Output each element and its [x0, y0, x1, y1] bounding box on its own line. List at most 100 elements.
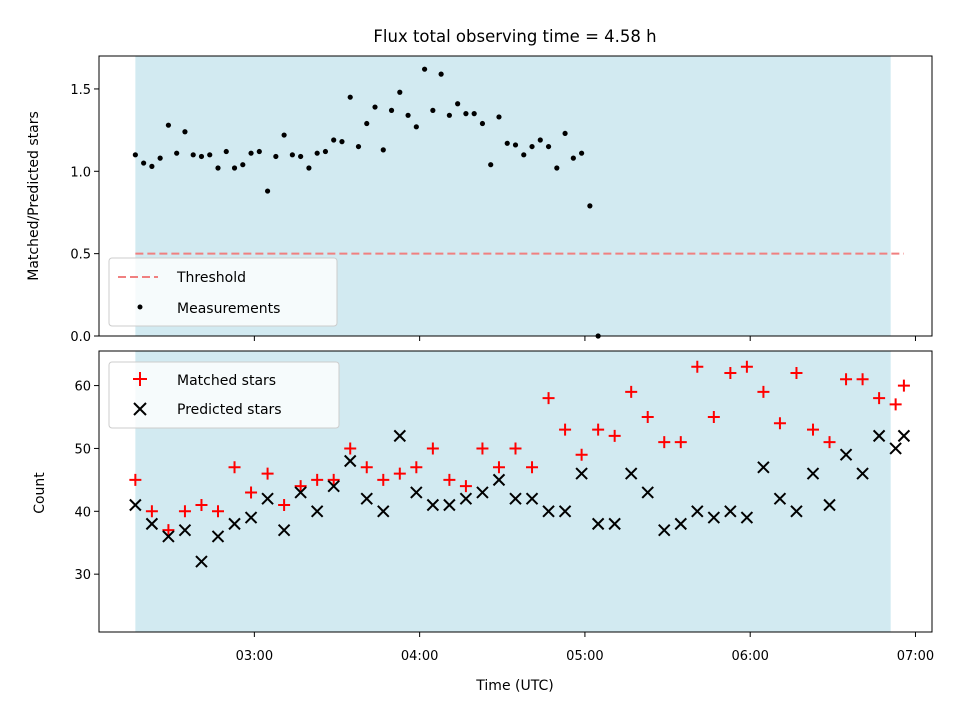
measurement-point [529, 143, 535, 150]
predicted-star-point [393, 429, 407, 443]
predicted-star-point [575, 467, 588, 480]
matched-star-point [724, 367, 737, 380]
matched-star-point [575, 448, 588, 461]
top-plot-frame [98, 55, 933, 337]
measurement-point [446, 112, 452, 118]
matched-star-point [228, 461, 241, 474]
top-y-axis: 0.0 0.5 1.0 1.5 [70, 83, 99, 345]
matched-star-point [278, 499, 291, 512]
measurement-point [587, 203, 593, 209]
predicted-star-point [145, 517, 159, 531]
predicted-star-point [244, 511, 258, 524]
predicted-star-point [377, 505, 390, 518]
measurement-point [223, 148, 229, 155]
measurement-point [537, 137, 543, 143]
matched-star-point [443, 473, 456, 486]
matched-star-point [559, 423, 572, 436]
measurement-point [421, 66, 428, 72]
x-tick-label: 04:00 [401, 649, 438, 664]
measurement-point [273, 153, 279, 160]
predicted-star-point [129, 498, 142, 512]
measurement-point [521, 152, 527, 158]
matched-star-point [674, 436, 687, 449]
predicted-star-point [790, 505, 803, 518]
predicted-star-point [897, 429, 911, 443]
measurement-point [554, 165, 560, 171]
measurements-points [132, 66, 601, 339]
matched-star-point [426, 442, 439, 455]
matched-star-point [360, 461, 373, 474]
top-legend-box [108, 257, 338, 327]
matched-star-point [840, 373, 853, 386]
predicted-star-point [476, 486, 489, 499]
predicted-star-point [228, 517, 241, 531]
predicted-star-point [410, 486, 423, 499]
matched-star-point [377, 473, 390, 486]
measurement-point [471, 111, 477, 117]
matched-star-point [790, 367, 803, 380]
top-panel: 0.0 0.5 1.0 1.5 Matched/Predicted stars Thr… [26, 55, 933, 345]
matched-star-point [311, 473, 324, 486]
x-tick-label: 06:00 [731, 649, 768, 664]
matched-star-point [162, 524, 175, 537]
predicted-star-point [542, 505, 555, 518]
matched-star-point [393, 467, 406, 480]
matched-star-point [641, 411, 654, 424]
matched-star-point [476, 442, 489, 455]
matched-star-point [526, 461, 539, 474]
x-tick-label: 03:00 [236, 649, 273, 664]
predicted-star-point [757, 461, 770, 474]
top-y-axis-label: Matched/Predicted stars [26, 111, 42, 281]
measurement-point [256, 148, 262, 155]
chart-title: Flux total observing time = 4.58 h [373, 27, 656, 46]
bottom-y-tick-label: 50 [74, 442, 91, 457]
legend-predicted-label: Predicted stars [177, 402, 282, 418]
top-y-tick-label: 1.5 [70, 83, 91, 98]
measurement-point [488, 162, 494, 168]
matched-star-point [294, 480, 307, 493]
count-points [129, 360, 911, 568]
matched-star-point [740, 360, 753, 373]
matched-star-point [145, 505, 158, 518]
top-y-tick-label: 1.0 [70, 165, 91, 180]
bottom-y-tick-label: 30 [74, 568, 91, 583]
measurement-point [463, 111, 469, 117]
matched-star-point [658, 436, 671, 449]
predicted-star-point [211, 530, 225, 543]
matched-star-point [459, 480, 472, 493]
measurement-point [207, 152, 213, 158]
legend-matched-label: Matched stars [177, 373, 276, 389]
predicted-star-point [773, 492, 787, 505]
measurement-point [570, 155, 576, 161]
predicted-star-point [872, 429, 886, 443]
predicted-star-point [608, 517, 621, 531]
predicted-star-point [261, 492, 274, 505]
matched-star-point [807, 423, 819, 436]
matched-star-point [625, 385, 638, 398]
legend-threshold-label: Threshold [176, 270, 246, 286]
measurement-point [198, 153, 205, 160]
measurement-point [157, 155, 163, 161]
predicted-star-point [443, 498, 456, 512]
predicted-star-point [641, 486, 654, 499]
matched-star-point [245, 486, 258, 499]
legend-matched-swatch [133, 372, 147, 386]
predicted-star-point [492, 473, 506, 487]
predicted-star-point [691, 505, 704, 518]
legend-measurements-swatch [137, 304, 143, 310]
predicted-star-point [806, 467, 820, 480]
matched-star-point [344, 442, 357, 455]
measurement-point [248, 150, 254, 156]
matched-star-point [757, 385, 770, 398]
predicted-star-point [724, 505, 737, 518]
matched-star-point [823, 436, 836, 449]
matched-star-point [691, 360, 704, 373]
measurement-point [314, 150, 320, 156]
measurement-point [298, 153, 304, 160]
predicted-star-point [591, 517, 605, 531]
measurement-point [438, 71, 444, 77]
matched-star-point [327, 473, 340, 486]
measurement-point [165, 122, 172, 128]
measurement-point [380, 147, 386, 153]
